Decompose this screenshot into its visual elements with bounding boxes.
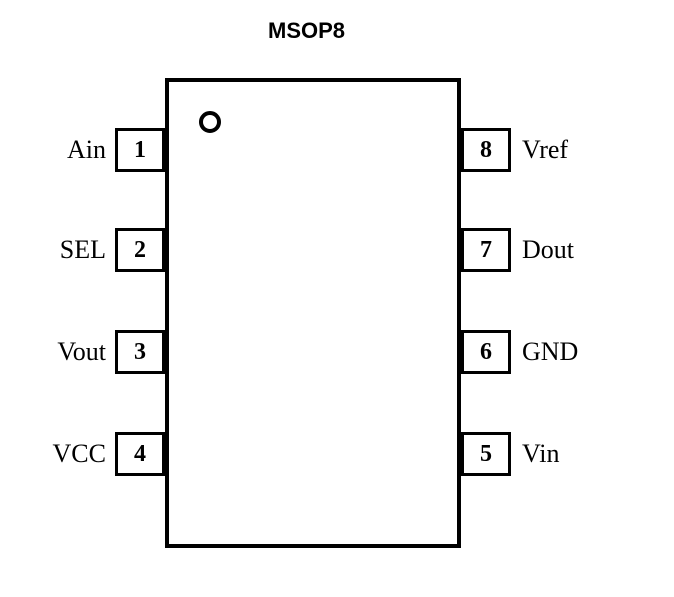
chip-body (165, 78, 461, 548)
pin-5-label: Vin (522, 432, 642, 476)
pin-1-label: Ain (16, 128, 106, 172)
package-title: MSOP8 (268, 18, 345, 44)
pin-2-label: SEL (16, 228, 106, 272)
pin-6-label: GND (522, 330, 642, 374)
pin-3-label: Vout (16, 330, 106, 374)
pin-4-box: 4 (115, 432, 165, 476)
pin-6-number: 6 (480, 339, 492, 366)
pin-7-label: Dout (522, 228, 642, 272)
pin-4-number: 4 (134, 441, 146, 468)
pin-3-box: 3 (115, 330, 165, 374)
pin-2-box: 2 (115, 228, 165, 272)
pin-5-box: 5 (461, 432, 511, 476)
pin-8-label: Vref (522, 128, 642, 172)
pin-6-box: 6 (461, 330, 511, 374)
pin-7-number: 7 (480, 237, 492, 264)
pin-1-number: 1 (134, 137, 146, 164)
pin-7-box: 7 (461, 228, 511, 272)
pin-4-label: VCC (16, 432, 106, 476)
pin-3-number: 3 (134, 339, 146, 366)
pin-8-box: 8 (461, 128, 511, 172)
pinout-diagram: MSOP8 1 2 3 4 8 7 6 5 Ain SEL Vout VCC V… (0, 0, 674, 597)
pin-5-number: 5 (480, 441, 492, 468)
pin-8-number: 8 (480, 137, 492, 164)
pin-2-number: 2 (134, 237, 146, 264)
pin-1-box: 1 (115, 128, 165, 172)
pin1-notch (199, 111, 221, 133)
